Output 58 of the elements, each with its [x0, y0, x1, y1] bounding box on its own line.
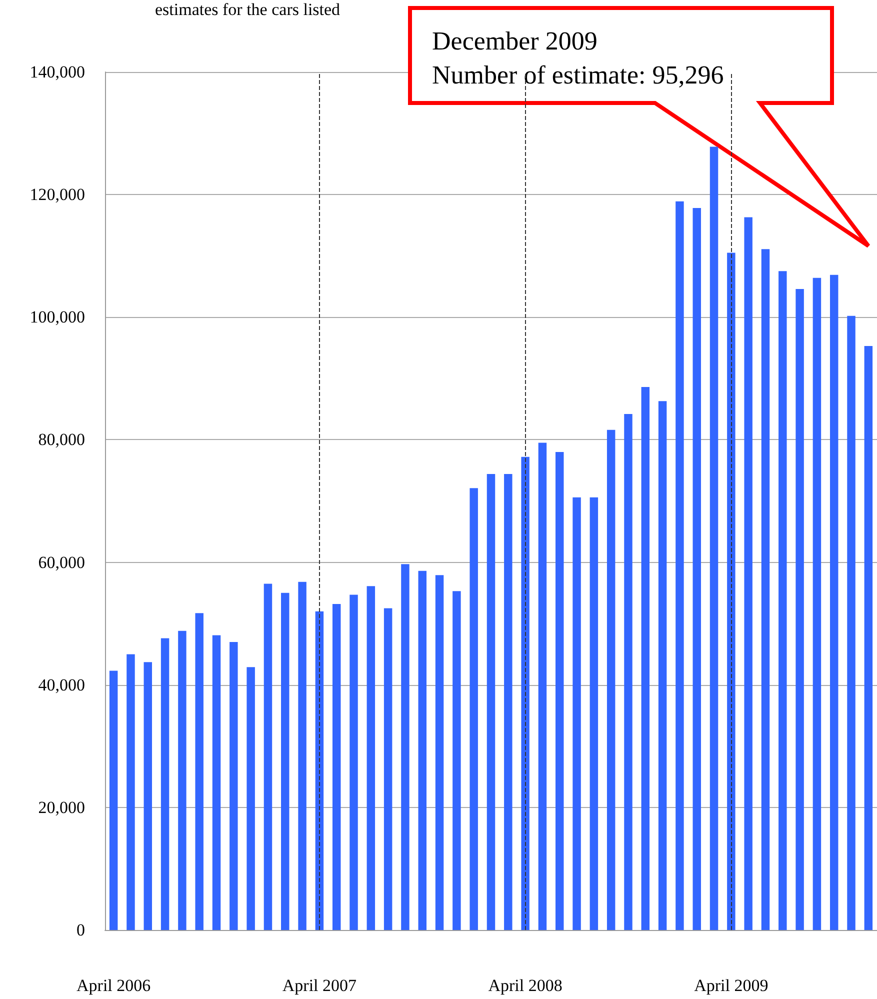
x-tick-label: April 2008 [488, 976, 562, 995]
bar [778, 271, 787, 930]
bar [332, 604, 341, 930]
bar [264, 584, 272, 930]
bar [812, 278, 822, 930]
bar [178, 630, 186, 930]
x-tick-label: April 2009 [694, 976, 768, 995]
bar [418, 570, 426, 930]
x-tick-label: April 2006 [76, 976, 151, 995]
bar [830, 274, 838, 930]
bar [761, 249, 770, 930]
bar [606, 430, 616, 930]
y-tick-label: 80,000 [38, 430, 85, 450]
bar [521, 456, 530, 930]
bar [126, 654, 135, 930]
bar [538, 442, 547, 930]
y-tick-label: 140,000 [30, 62, 85, 82]
bar [641, 387, 650, 930]
bar [246, 667, 255, 930]
bar [676, 201, 684, 930]
y-tick-label: 100,000 [30, 308, 85, 327]
y-tick-label: 0 [76, 920, 85, 940]
x-tick-label: April 2007 [282, 976, 358, 995]
bar [384, 608, 392, 930]
bar [864, 346, 873, 930]
chart-title: estimates for the cars listed [155, 0, 341, 19]
bar [658, 401, 667, 930]
bar [556, 452, 564, 930]
bar [744, 217, 752, 930]
bar [796, 288, 804, 930]
bar [350, 594, 358, 930]
bar [366, 586, 376, 930]
bar [160, 638, 170, 930]
bar [710, 146, 718, 930]
bar [401, 564, 410, 930]
bar [727, 252, 736, 930]
y-tick-label: 120,000 [30, 185, 85, 204]
bar [572, 497, 581, 930]
y-tick-label: 60,000 [38, 552, 85, 572]
bar [298, 582, 306, 930]
bar [230, 642, 238, 930]
bar [144, 662, 152, 930]
bar [470, 488, 478, 930]
bar [109, 670, 118, 930]
bar [281, 592, 290, 930]
annotation: December 2009 Number of estimate: 95,296 [432, 26, 724, 90]
bar [212, 635, 221, 930]
y-tick-label: 40,000 [38, 675, 85, 694]
y-tick-label: 20,000 [38, 798, 85, 817]
bar [624, 414, 632, 930]
bar [504, 474, 512, 930]
bar [435, 575, 444, 930]
bar [486, 474, 496, 930]
bar [692, 208, 701, 930]
bar [195, 613, 204, 930]
bar [590, 497, 598, 930]
bar [452, 591, 461, 930]
bar [847, 316, 856, 930]
